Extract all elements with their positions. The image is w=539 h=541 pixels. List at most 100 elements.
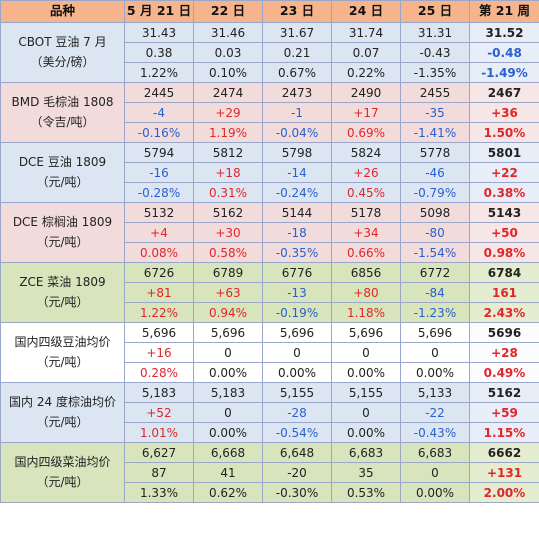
daily-value-cell: -0.35%: [262, 242, 332, 263]
daily-value-cell: 0.22%: [331, 62, 401, 83]
weekly-value-cell: -1.49%: [469, 62, 539, 83]
daily-value-cell: 0.38: [124, 42, 194, 63]
daily-value-cell: -28: [262, 402, 332, 423]
daily-value-cell: 0: [331, 402, 401, 423]
daily-value-cell: 0.31%: [193, 182, 263, 203]
daily-value-cell: -1.23%: [400, 302, 470, 323]
daily-value-cell: 0.45%: [331, 182, 401, 203]
daily-value-cell: +52: [124, 402, 194, 423]
weekly-value-cell: +28: [469, 342, 539, 363]
daily-value-cell: 2473: [262, 82, 332, 103]
daily-value-cell: -0.43: [400, 42, 470, 63]
header-day: 22 日: [193, 0, 263, 23]
daily-value-cell: -1.35%: [400, 62, 470, 83]
daily-value-cell: 0.10%: [193, 62, 263, 83]
header-day: 23 日: [262, 0, 332, 23]
table-row: -0.28% 0.31% -0.24% 0.45% -0.79% 0.38%: [1, 182, 539, 203]
daily-value-cell: 0.00%: [262, 362, 332, 383]
weekly-value-cell: +131: [469, 462, 539, 483]
daily-value-cell: 1.18%: [331, 302, 401, 323]
table-row: 1.33% 0.62% -0.30% 0.53% 0.00% 2.00%: [1, 482, 539, 503]
variety-name: 国内四级豆油均价 （元/吨）: [0, 322, 125, 383]
daily-value-cell: 31.46: [193, 22, 263, 43]
table-body: CBOT 豆油 7 月 （美分/磅） 31.43 31.46 31.67 31.74 31…: [0, 22, 539, 503]
daily-value-cell: -22: [400, 402, 470, 423]
table-row: 国内四级豆油均价 （元/吨） 5,696 5,696 5,696 5,696 5,696 5…: [0, 322, 539, 383]
daily-value-cell: 1.01%: [124, 422, 194, 443]
daily-value-cell: 5,696: [262, 322, 332, 343]
daily-value-cell: -1: [262, 102, 332, 123]
daily-value-cell: -0.24%: [262, 182, 332, 203]
daily-value-cell: 5778: [400, 142, 470, 163]
daily-value-cell: 0.08%: [124, 242, 194, 263]
daily-value-cell: -0.43%: [400, 422, 470, 443]
daily-value-cell: 0.07: [331, 42, 401, 63]
weekly-value-cell: 2467: [469, 82, 539, 103]
daily-value-cell: -1.54%: [400, 242, 470, 263]
header-week: 第 21 周: [469, 0, 539, 23]
weekly-value-cell: 31.52: [469, 22, 539, 43]
weekly-value-cell: 5143: [469, 202, 539, 223]
daily-value-cell: 0.00%: [193, 422, 263, 443]
weekly-value-cell: 1.15%: [469, 422, 539, 443]
daily-value-cell: +26: [331, 162, 401, 183]
table-row: 国内四级菜油均价 （元/吨） 6,627 6,668 6,648 6,683 6,683 6…: [0, 442, 539, 503]
daily-value-cell: 0.00%: [400, 362, 470, 383]
daily-value-cell: +30: [193, 222, 263, 243]
daily-value-cell: 0.62%: [193, 482, 263, 503]
daily-value-cell: 0.67%: [262, 62, 332, 83]
weekly-value-cell: 6662: [469, 442, 539, 463]
daily-value-cell: 5,696: [124, 322, 194, 343]
daily-value-cell: 0.28%: [124, 362, 194, 383]
table-row: +16 0 0 0 0 +28: [1, 342, 539, 363]
daily-value-cell: 6,627: [124, 442, 194, 463]
daily-value-cell: 5794: [124, 142, 194, 163]
weekly-value-cell: 5162: [469, 382, 539, 403]
daily-value-cell: 0.66%: [331, 242, 401, 263]
weekly-value-cell: 1.50%: [469, 122, 539, 143]
daily-value-cell: 6856: [331, 262, 401, 283]
daily-value-cell: +63: [193, 282, 263, 303]
daily-value-cell: -0.79%: [400, 182, 470, 203]
daily-value-cell: 31.31: [400, 22, 470, 43]
daily-value-cell: 0.00%: [400, 482, 470, 503]
daily-value-cell: 5,183: [124, 382, 194, 403]
weekly-value-cell: 5696: [469, 322, 539, 343]
weekly-value-cell: 0.49%: [469, 362, 539, 383]
table-row: 0.28% 0.00% 0.00% 0.00% 0.00% 0.49%: [1, 362, 539, 383]
daily-value-cell: 31.67: [262, 22, 332, 43]
daily-value-cell: -0.19%: [262, 302, 332, 323]
daily-value-cell: -18: [262, 222, 332, 243]
variety-name: ZCE 菜油 1809 （元/吨）: [0, 262, 125, 323]
daily-value-cell: 5,696: [331, 322, 401, 343]
daily-value-cell: -4: [124, 102, 194, 123]
variety-name: CBOT 豆油 7 月 （美分/磅）: [0, 22, 125, 83]
daily-value-cell: 0.00%: [331, 422, 401, 443]
daily-value-cell: 2455: [400, 82, 470, 103]
header-row: 品种 5 月 21 日 22 日 23 日 24 日 25 日 第 21 周: [0, 0, 539, 23]
table-row: DCE 棕榈油 1809 （元/吨） 5132 5162 5144 5178 5098 51…: [0, 202, 539, 263]
weekly-value-cell: +59: [469, 402, 539, 423]
daily-value-cell: 6789: [193, 262, 263, 283]
daily-value-cell: -46: [400, 162, 470, 183]
daily-value-cell: 6776: [262, 262, 332, 283]
daily-value-cell: 1.22%: [124, 62, 194, 83]
weekly-value-cell: +36: [469, 102, 539, 123]
daily-value-cell: -0.30%: [262, 482, 332, 503]
daily-value-cell: 87: [124, 462, 194, 483]
daily-value-cell: 2490: [331, 82, 401, 103]
daily-value-cell: 5132: [124, 202, 194, 223]
weekly-value-cell: 0.98%: [469, 242, 539, 263]
daily-value-cell: 31.74: [331, 22, 401, 43]
daily-value-cell: -80: [400, 222, 470, 243]
daily-value-cell: 1.22%: [124, 302, 194, 323]
daily-value-cell: 2474: [193, 82, 263, 103]
variety-name: BMD 毛棕油 1808 （令吉/吨）: [0, 82, 125, 143]
daily-value-cell: 5162: [193, 202, 263, 223]
weekly-value-cell: +22: [469, 162, 539, 183]
weekly-value-cell: 2.00%: [469, 482, 539, 503]
daily-value-cell: 0: [193, 402, 263, 423]
daily-value-cell: 0.21: [262, 42, 332, 63]
daily-value-cell: 6772: [400, 262, 470, 283]
table-row: CBOT 豆油 7 月 （美分/磅） 31.43 31.46 31.67 31.74 31…: [0, 22, 539, 83]
